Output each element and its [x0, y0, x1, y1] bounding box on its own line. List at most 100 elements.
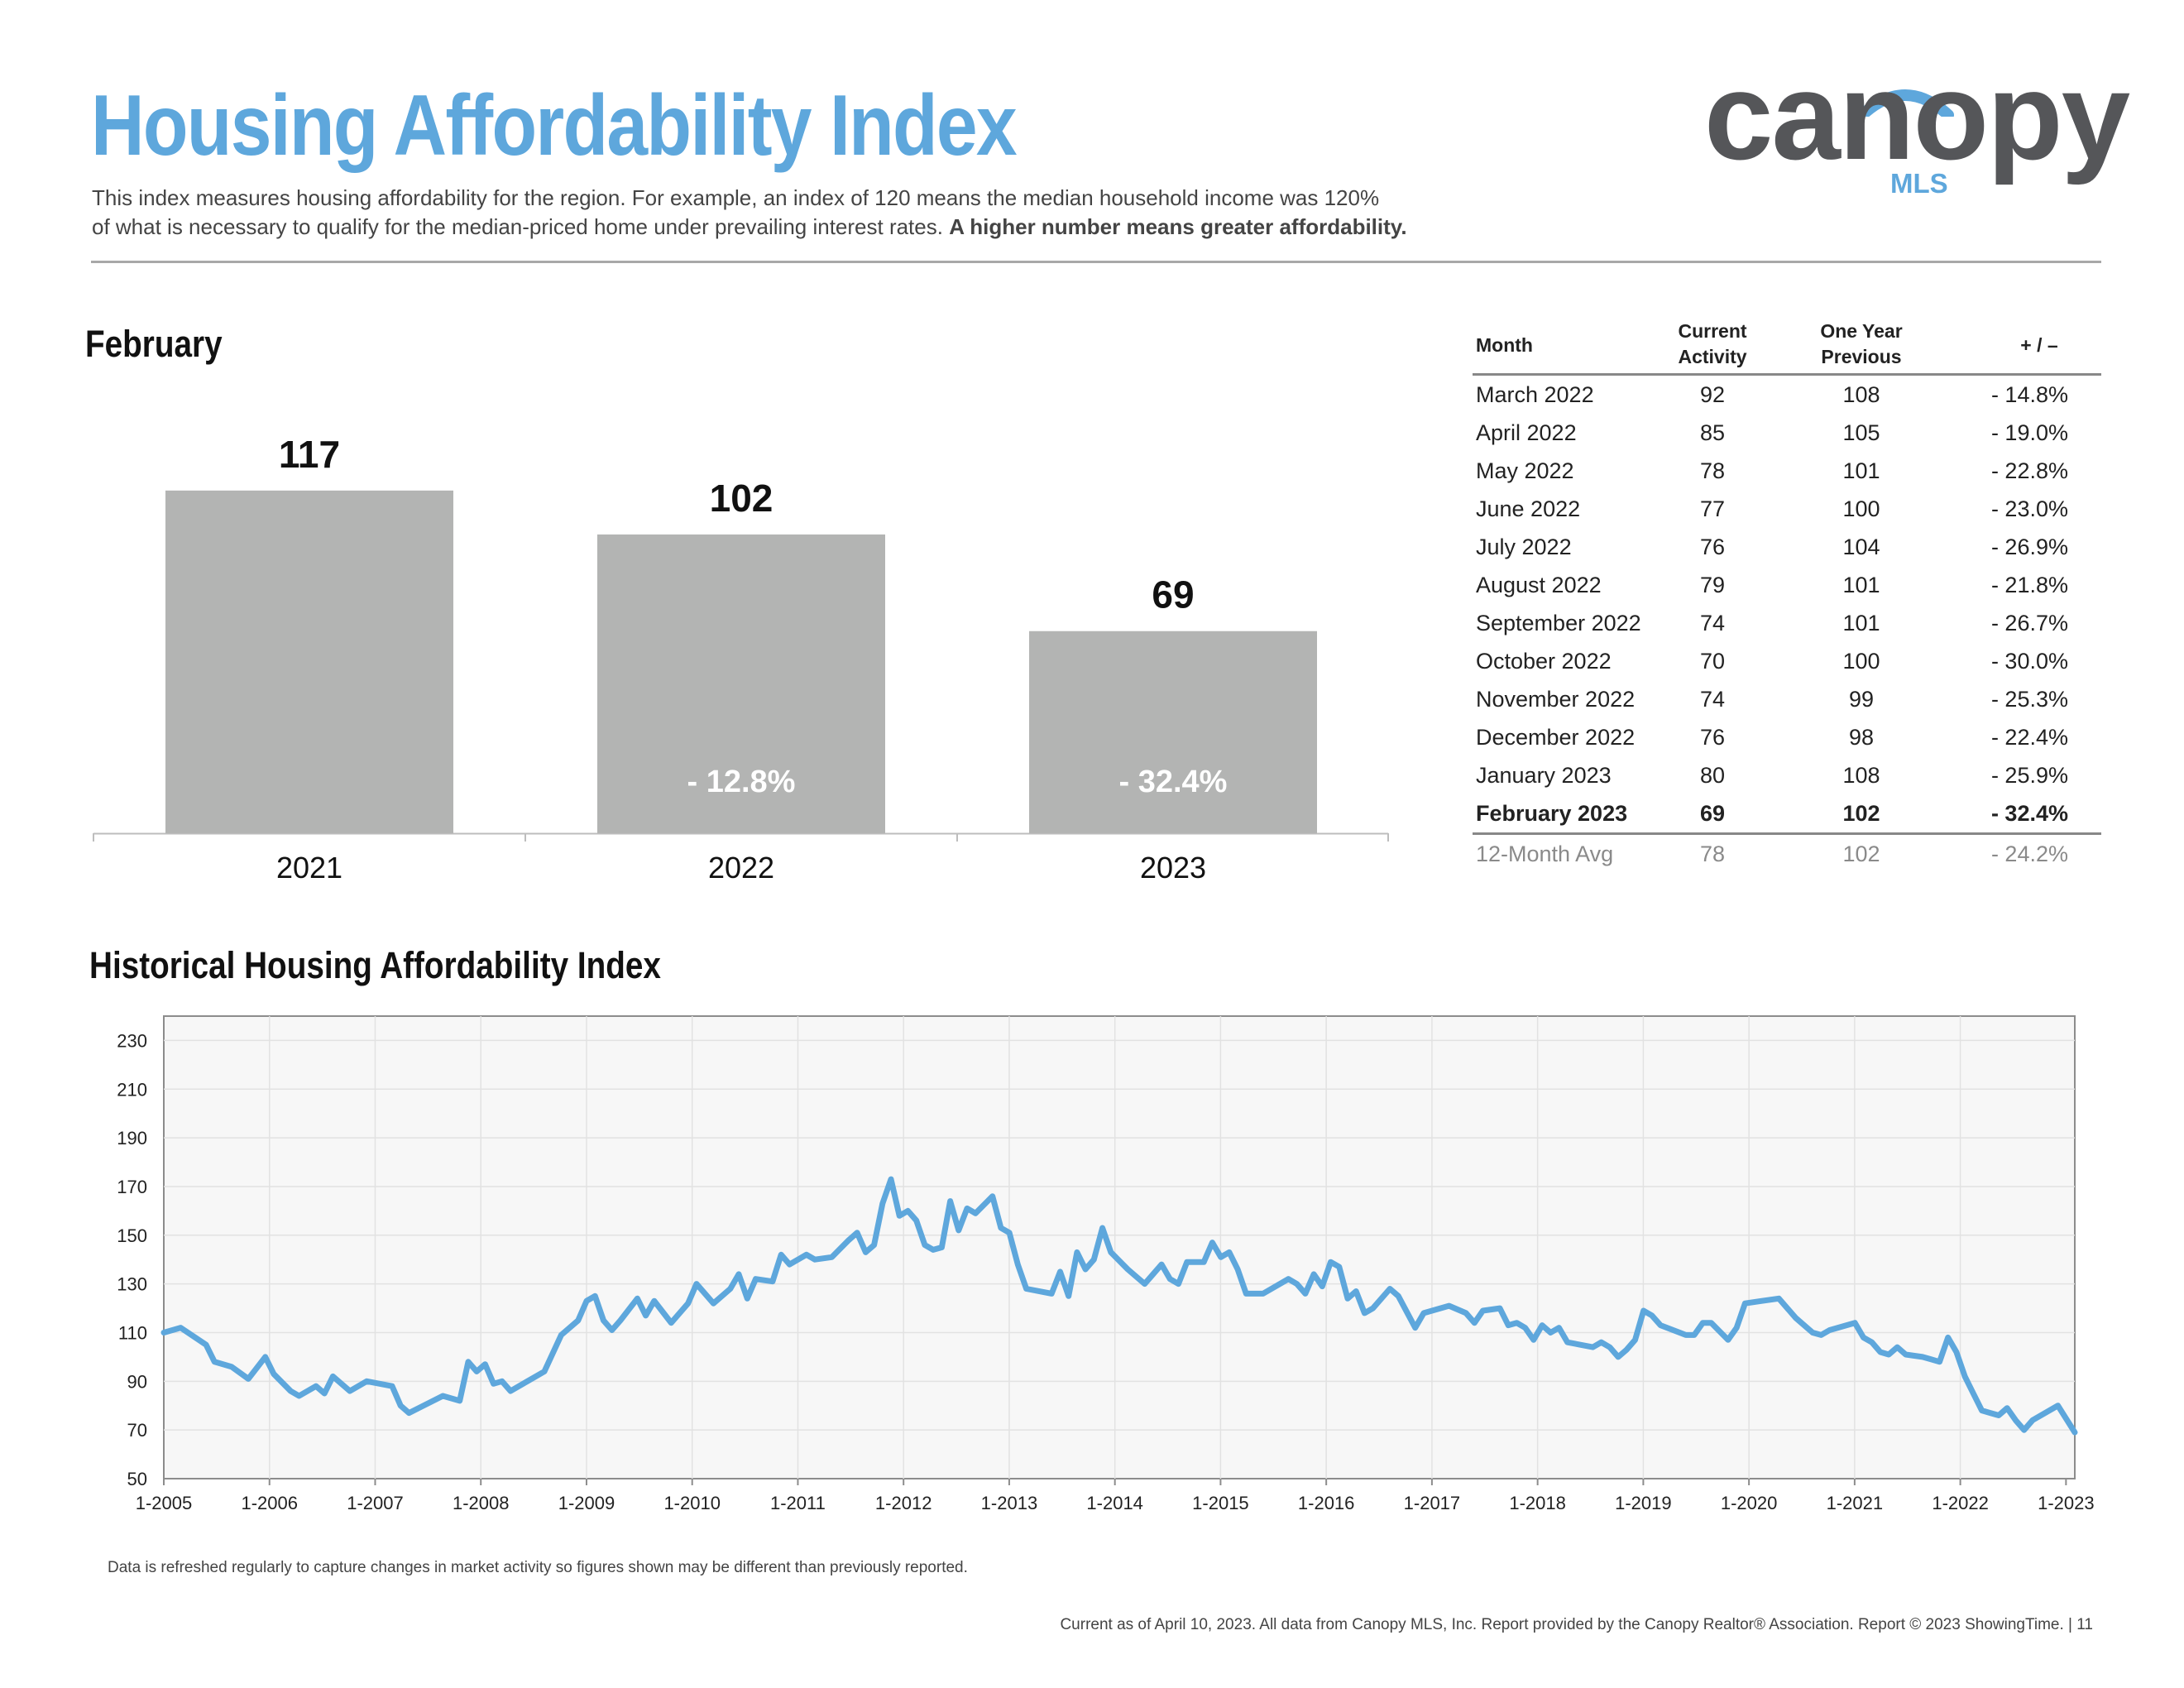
x-tick-label: 1-2021	[1827, 1493, 1884, 1513]
description-emphasis: A higher number means greater affordabil…	[949, 214, 1407, 239]
x-tick-label: 1-2016	[1298, 1493, 1355, 1513]
x-tick-label: 1-2017	[1404, 1493, 1461, 1513]
x-tick-label: 1-2005	[136, 1493, 193, 1513]
header-one-year-previous: One Year Previous	[1820, 320, 1903, 367]
cell-change: - 19.0%	[1990, 420, 2068, 445]
cell-change: - 21.8%	[1990, 573, 2068, 597]
description-line-2: of what is necessary to qualify for the …	[92, 213, 1407, 242]
cell-current: 78	[1699, 842, 1726, 866]
table-row: March 2022 92 108 - 14.8%	[1473, 376, 2101, 414]
x-tick-label: 1-2023	[2038, 1493, 2095, 1513]
cell-month: May 2022	[1476, 458, 1574, 483]
x-tick-label: 1-2006	[241, 1493, 298, 1513]
cell-month: June 2022	[1476, 496, 1581, 521]
february-bar-chart: 117 2021 102 - 12.8% 2022 69 - 32.4% 2023	[93, 433, 1389, 885]
table-row: February 2023 69 102 - 32.4%	[1473, 794, 2101, 835]
cell-previous: 102	[1842, 842, 1880, 866]
cell-month: January 2023	[1476, 763, 1612, 788]
table-avg-row: 12-Month Avg 78 102 - 24.2%	[1473, 835, 2101, 873]
cell-previous: 104	[1842, 535, 1880, 559]
cell-change: - 26.9%	[1990, 535, 2068, 559]
cell-change: - 32.4%	[1990, 801, 2068, 826]
cell-change: - 26.7%	[1990, 611, 2068, 635]
cell-current: 92	[1699, 382, 1726, 407]
cell-previous: 101	[1842, 573, 1880, 597]
footnote: Data is refreshed regularly to capture c…	[108, 1559, 968, 1576]
cell-change: - 22.8%	[1990, 458, 2068, 483]
x-tick-label: 1-2011	[770, 1493, 826, 1513]
cell-month: 12-Month Avg	[1476, 842, 1614, 866]
cell-change: - 30.0%	[1990, 649, 2068, 674]
description-line-2-text: of what is necessary to qualify for the …	[92, 214, 943, 239]
x-tick-label: 1-2019	[1615, 1493, 1672, 1513]
cell-previous: 101	[1842, 458, 1880, 483]
table-row: January 2023 80 108 - 25.9%	[1473, 756, 2101, 794]
cell-month: October 2022	[1476, 649, 1612, 674]
cell-previous: 102	[1842, 801, 1880, 826]
cell-current: 79	[1699, 573, 1726, 597]
table-row: June 2022 77 100 - 23.0%	[1473, 490, 2101, 528]
cell-change: - 25.3%	[1990, 687, 2068, 712]
header-month: Month	[1476, 334, 1533, 356]
table-row: July 2022 76 104 - 26.9%	[1473, 528, 2101, 566]
y-tick-label: 230	[117, 1030, 147, 1051]
header-change: + / –	[2020, 334, 2058, 356]
cell-month: November 2022	[1476, 687, 1636, 712]
description-line-1: This index measures housing affordabilit…	[92, 185, 1380, 210]
cell-current: 74	[1699, 687, 1726, 712]
x-tick-label: 1-2007	[347, 1493, 404, 1513]
monthly-table: Month Current Activity One Year Previous…	[1473, 317, 2101, 873]
y-tick-label: 110	[118, 1322, 147, 1343]
bar-change-label: - 32.4%	[1119, 765, 1228, 799]
bar-category-label: 2021	[276, 851, 342, 885]
table-row: August 2022 79 101 - 21.8%	[1473, 566, 2101, 604]
cell-current: 80	[1699, 763, 1726, 788]
cell-month: December 2022	[1476, 725, 1636, 750]
bar-2023	[1029, 631, 1317, 833]
logo-mls-text: MLS	[1890, 168, 1948, 199]
bar-value-label: 117	[279, 433, 340, 476]
table-row: September 2022 74 101 - 26.7%	[1473, 604, 2101, 642]
table-row: May 2022 78 101 - 22.8%	[1473, 452, 2101, 490]
history-section-title: Historical Housing Affordability Index	[89, 944, 661, 986]
x-tick-label: 1-2020	[1721, 1493, 1778, 1513]
cell-month: August 2022	[1476, 573, 1602, 597]
cell-change: - 14.8%	[1990, 382, 2068, 407]
bar-value-label: 69	[1152, 573, 1194, 616]
cell-month: April 2022	[1476, 420, 1577, 445]
x-tick-label: 1-2013	[981, 1493, 1038, 1513]
cell-previous: 105	[1842, 420, 1880, 445]
header-current-activity: Current Activity	[1678, 320, 1747, 367]
x-tick-label: 1-2018	[1509, 1493, 1566, 1513]
x-tick-label: 1-2010	[663, 1493, 721, 1513]
page-footer: Current as of April 10, 2023. All data f…	[1060, 1616, 2093, 1633]
cell-current: 78	[1699, 458, 1726, 483]
cell-previous: 99	[1848, 687, 1875, 712]
cell-previous: 101	[1842, 611, 1880, 635]
bar-category-label: 2023	[1140, 851, 1206, 885]
header-divider	[91, 261, 2101, 263]
cell-current: 76	[1699, 725, 1726, 750]
cell-change: - 24.2%	[1990, 842, 2068, 866]
y-tick-label: 70	[127, 1420, 147, 1441]
cell-month: March 2022	[1476, 382, 1594, 407]
cell-previous: 98	[1848, 725, 1875, 750]
canopy-mls-logo: canopy MLS	[1704, 54, 2134, 203]
cell-current: 76	[1699, 535, 1726, 559]
cell-current: 85	[1699, 420, 1726, 445]
cell-current: 69	[1699, 801, 1726, 826]
y-tick-label: 50	[127, 1469, 147, 1489]
bar-category-label: 2022	[708, 851, 774, 885]
table-body: March 2022 92 108 - 14.8% April 2022 85 105 - 1…	[1473, 376, 2101, 835]
y-tick-label: 190	[117, 1128, 147, 1149]
y-tick-label: 150	[117, 1225, 147, 1246]
y-tick-label: 90	[127, 1371, 147, 1392]
x-tick-label: 1-2008	[453, 1493, 510, 1513]
affordability-index-line	[160, 1176, 2078, 1436]
cell-change: - 22.4%	[1990, 725, 2068, 750]
table-row: December 2022 76 98 - 22.4%	[1473, 718, 2101, 756]
table-row: April 2022 85 105 - 19.0%	[1473, 414, 2101, 452]
cell-current: 74	[1699, 611, 1726, 635]
x-tick-label: 1-2015	[1192, 1493, 1249, 1513]
cell-current: 70	[1699, 649, 1726, 674]
